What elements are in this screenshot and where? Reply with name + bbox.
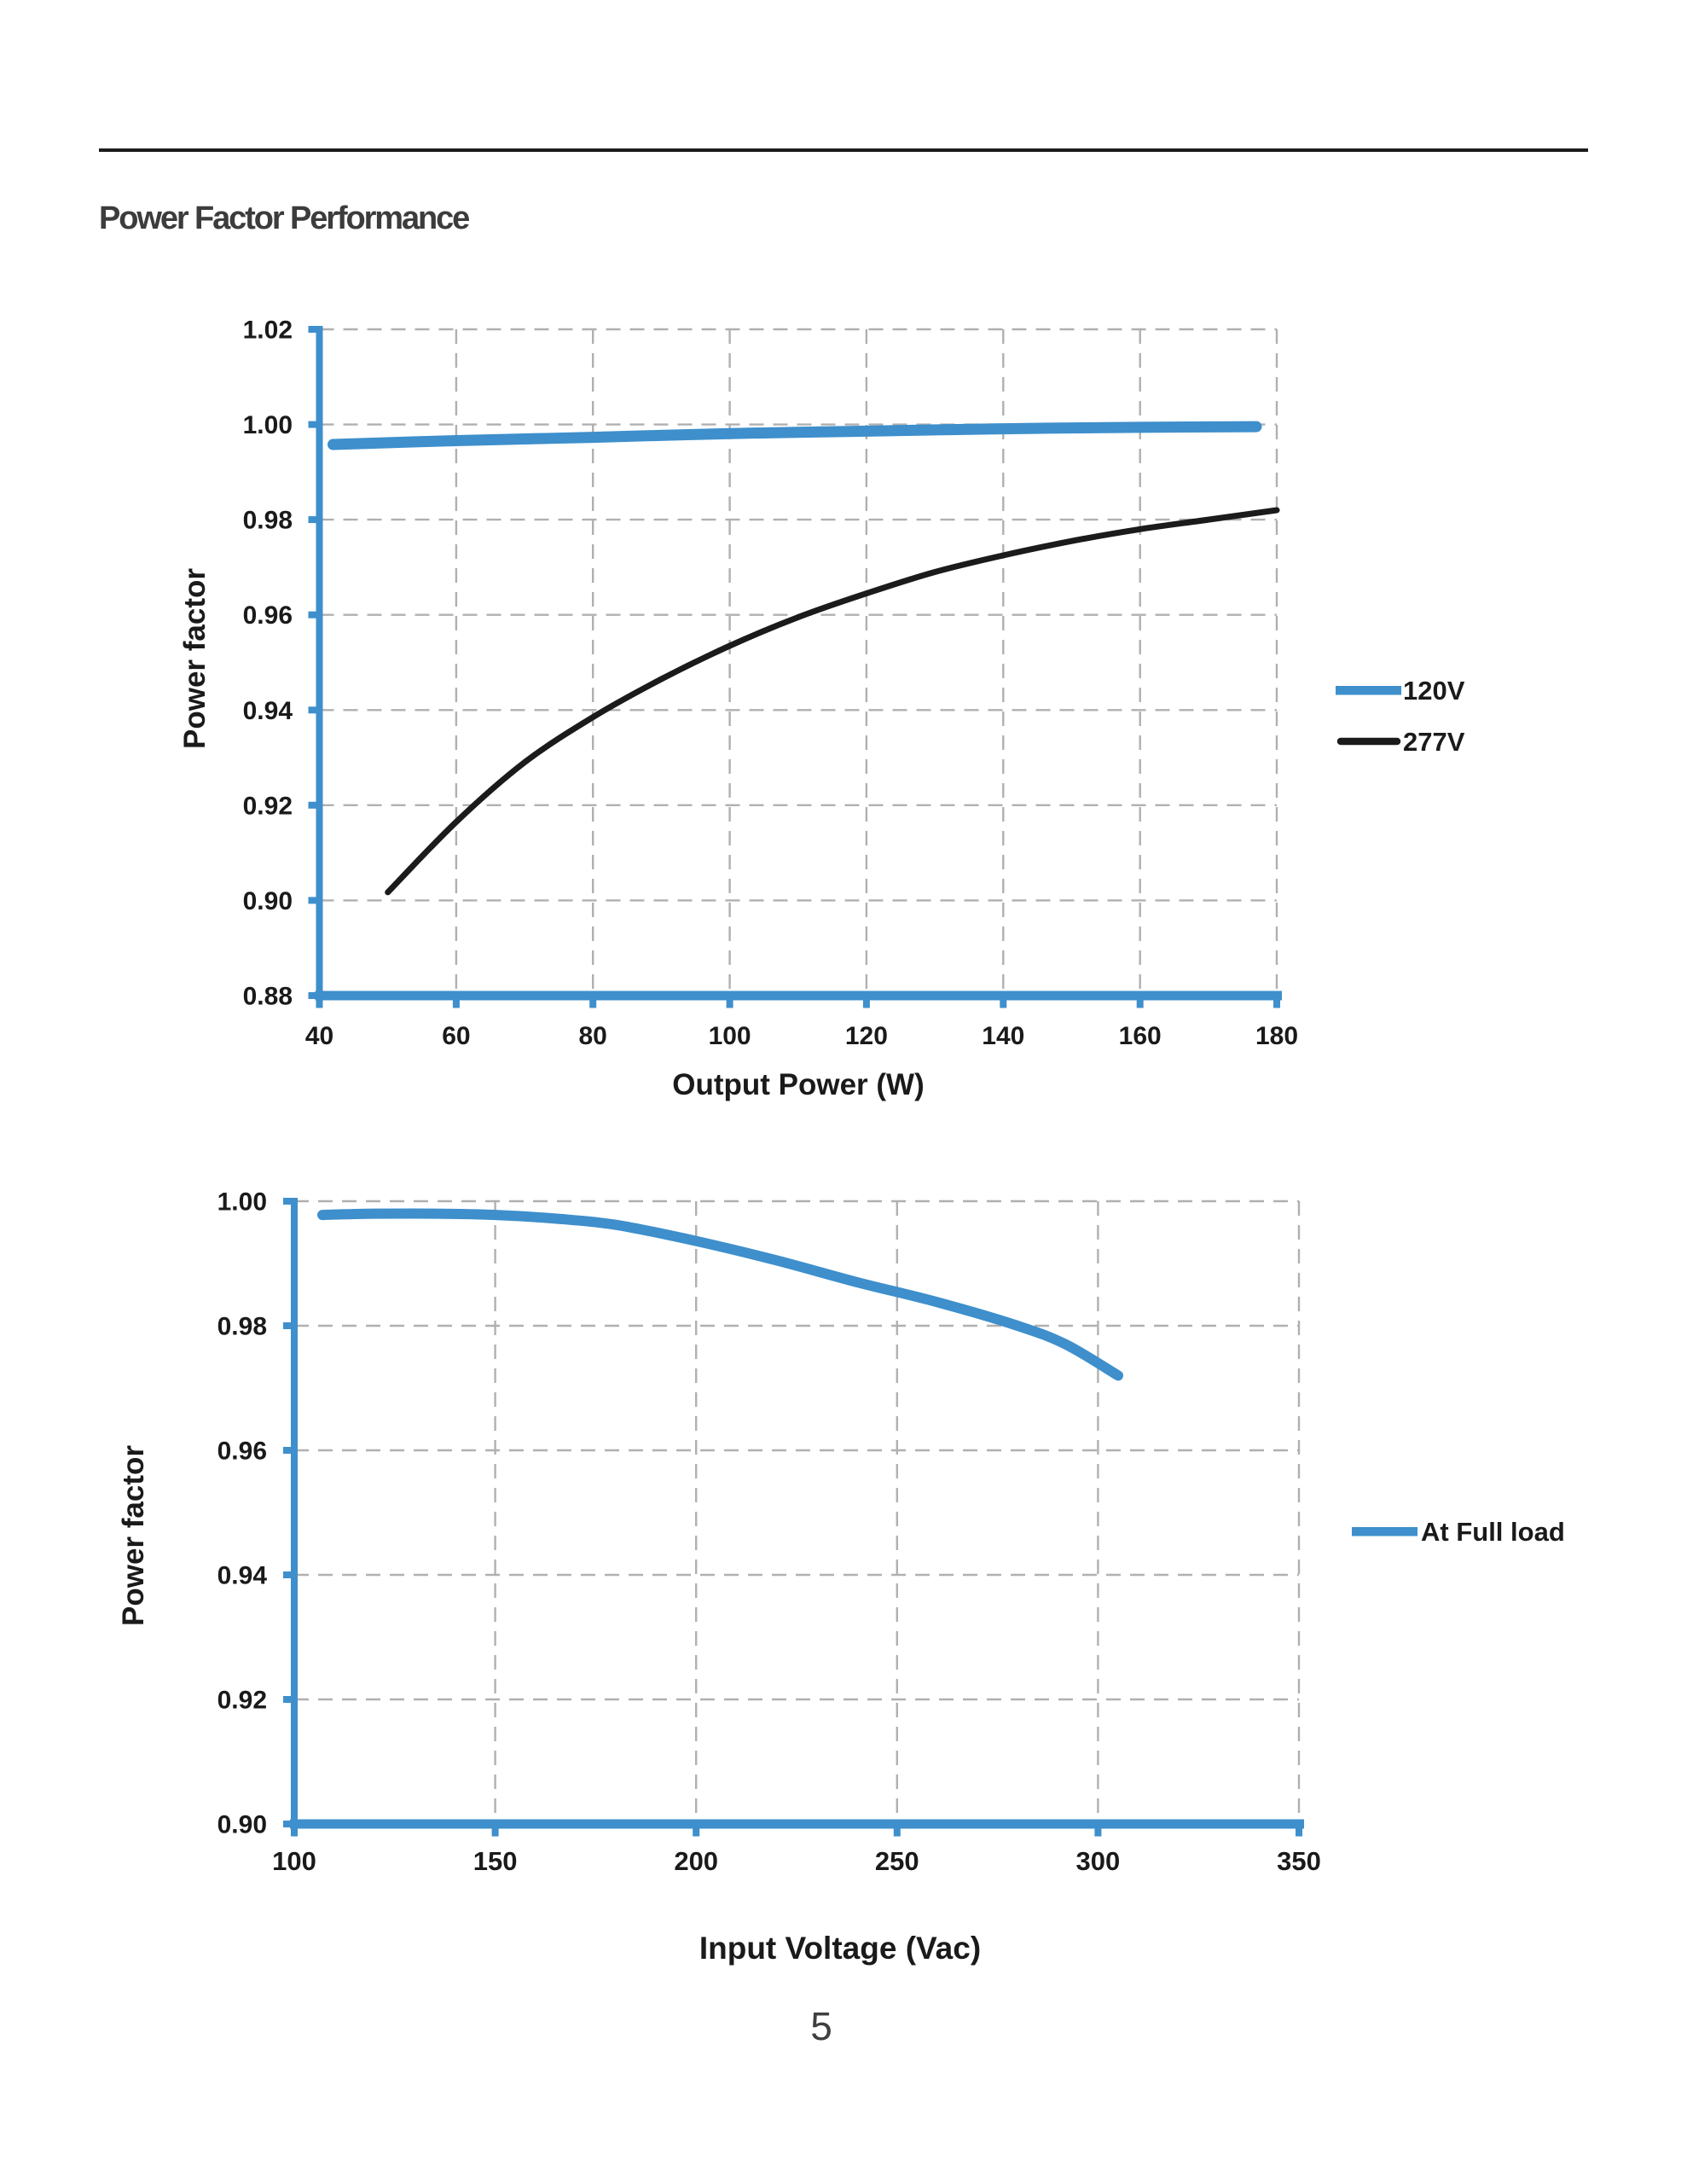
svg-text:160: 160 bbox=[1119, 1022, 1162, 1050]
svg-text:Power Factor Performance: Power Factor Performance bbox=[99, 200, 469, 236]
svg-text:80: 80 bbox=[579, 1022, 607, 1050]
svg-text:120V: 120V bbox=[1403, 676, 1465, 706]
svg-text:60: 60 bbox=[442, 1022, 470, 1050]
svg-text:0.92: 0.92 bbox=[243, 792, 293, 820]
svg-text:100: 100 bbox=[709, 1022, 751, 1050]
svg-text:350: 350 bbox=[1277, 1846, 1321, 1876]
svg-text:40: 40 bbox=[305, 1022, 333, 1050]
svg-text:140: 140 bbox=[982, 1022, 1024, 1050]
svg-text:Power factor: Power factor bbox=[178, 568, 212, 749]
svg-text:0.98: 0.98 bbox=[217, 1313, 267, 1341]
svg-text:0.94: 0.94 bbox=[243, 697, 293, 725]
svg-text:0.96: 0.96 bbox=[217, 1438, 267, 1466]
svg-text:300: 300 bbox=[1076, 1846, 1121, 1876]
svg-text:Input Voltage (Vac): Input Voltage (Vac) bbox=[699, 1931, 981, 1966]
svg-text:120: 120 bbox=[845, 1022, 888, 1050]
svg-text:0.88: 0.88 bbox=[243, 983, 293, 1011]
svg-text:0.96: 0.96 bbox=[243, 601, 293, 630]
svg-text:200: 200 bbox=[674, 1846, 718, 1876]
svg-text:1.00: 1.00 bbox=[217, 1188, 267, 1217]
svg-text:0.94: 0.94 bbox=[217, 1562, 268, 1590]
svg-text:0.90: 0.90 bbox=[217, 1811, 267, 1839]
svg-text:0.98: 0.98 bbox=[243, 507, 293, 535]
svg-text:0.90: 0.90 bbox=[243, 887, 293, 915]
svg-text:0.92: 0.92 bbox=[217, 1687, 267, 1715]
svg-text:100: 100 bbox=[272, 1846, 316, 1876]
svg-text:1.00: 1.00 bbox=[243, 411, 293, 439]
svg-text:250: 250 bbox=[875, 1846, 919, 1876]
svg-text:150: 150 bbox=[473, 1846, 518, 1876]
svg-text:5: 5 bbox=[810, 2004, 832, 2048]
svg-text:1.02: 1.02 bbox=[243, 317, 293, 345]
svg-text:Output Power (W): Output Power (W) bbox=[672, 1068, 925, 1101]
svg-text:At Full load: At Full load bbox=[1421, 1517, 1565, 1547]
svg-text:180: 180 bbox=[1255, 1022, 1298, 1050]
svg-text:Power factor: Power factor bbox=[117, 1445, 150, 1626]
svg-text:277V: 277V bbox=[1403, 727, 1465, 757]
